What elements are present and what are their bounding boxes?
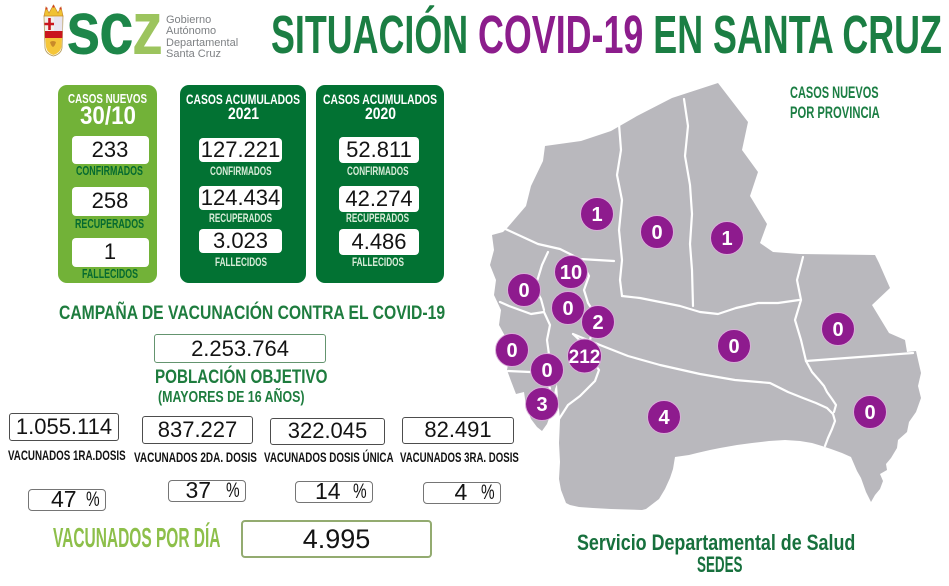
svg-text:2: 2	[592, 312, 603, 334]
svg-text:3: 3	[536, 394, 547, 416]
svg-text:10: 10	[560, 262, 582, 284]
svg-text:0: 0	[506, 340, 517, 362]
svg-text:1: 1	[721, 228, 732, 250]
svg-text:212: 212	[569, 347, 601, 368]
svg-text:0: 0	[832, 319, 843, 341]
svg-text:0: 0	[562, 298, 573, 320]
svg-text:4: 4	[658, 407, 670, 429]
svg-text:0: 0	[651, 222, 662, 244]
svg-text:1: 1	[591, 204, 602, 226]
svg-text:0: 0	[728, 336, 739, 358]
svg-text:0: 0	[518, 280, 529, 302]
svg-text:0: 0	[541, 360, 552, 382]
svg-text:0: 0	[864, 402, 875, 424]
